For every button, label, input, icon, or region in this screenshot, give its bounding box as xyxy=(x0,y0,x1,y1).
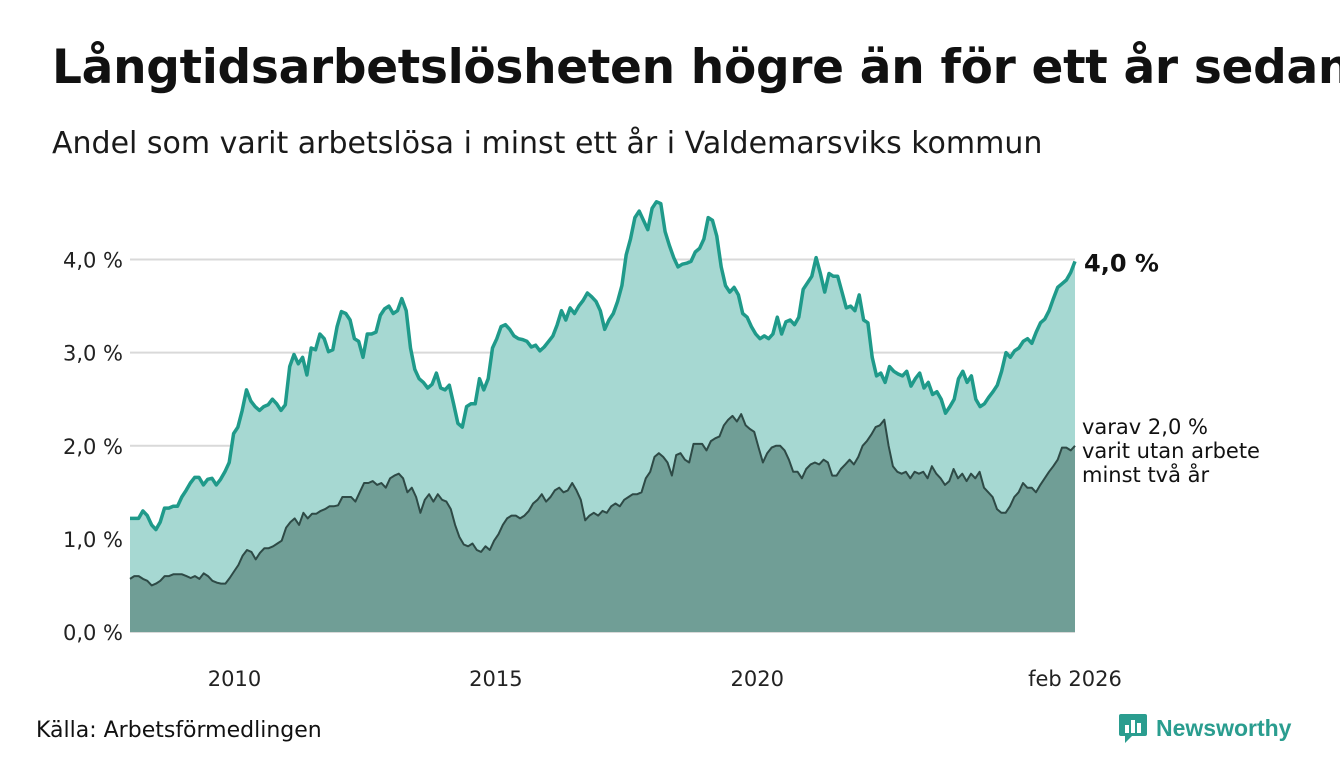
x-tick-label: feb 2026 xyxy=(1028,667,1122,691)
x-tick-label: 2015 xyxy=(469,667,522,691)
y-tick-label: 3,0 % xyxy=(63,342,123,366)
x-tick-label: 2010 xyxy=(208,667,261,691)
x-tick-label: 2020 xyxy=(730,667,783,691)
y-tick-label: 2,0 % xyxy=(63,435,123,459)
newsworthy-logo-icon xyxy=(1119,714,1147,743)
end-label-long-term-line: varav 2,0 % xyxy=(1082,415,1208,439)
end-label-long-term-line: varit utan arbete xyxy=(1082,439,1260,463)
line-total xyxy=(130,200,1077,532)
chart-areas xyxy=(129,200,1077,633)
y-tick-label: 0,0 % xyxy=(63,621,123,645)
chart-title: Långtidsarbetslösheten högre än för ett … xyxy=(52,40,1340,95)
x-axis-ticks: 2010 2015 2020 feb 2026 xyxy=(208,667,1122,691)
chart-subtitle: Andel som varit arbetslösa i minst ett å… xyxy=(52,126,1043,161)
area-long-term xyxy=(130,414,1075,632)
y-axis-ticks: 0,0 % 1,0 % 2,0 % 3,0 % 4,0 % xyxy=(63,249,123,646)
source-note: Källa: Arbetsförmedlingen xyxy=(36,718,322,743)
area-chart: 0,0 % 1,0 % 2,0 % 3,0 % 4,0 % 2010 2015 2020 fe… xyxy=(63,200,1260,691)
line-long-term xyxy=(129,413,1076,587)
y-tick-label: 4,0 % xyxy=(63,249,123,273)
y-tick-label: 1,0 % xyxy=(63,528,123,552)
brand-logo[interactable]: Newsworthy xyxy=(1118,712,1291,744)
brand-name: Newsworthy xyxy=(1156,714,1292,741)
end-label-long-term-line: minst två år xyxy=(1082,462,1210,487)
end-label-total: 4,0 % xyxy=(1084,249,1159,277)
